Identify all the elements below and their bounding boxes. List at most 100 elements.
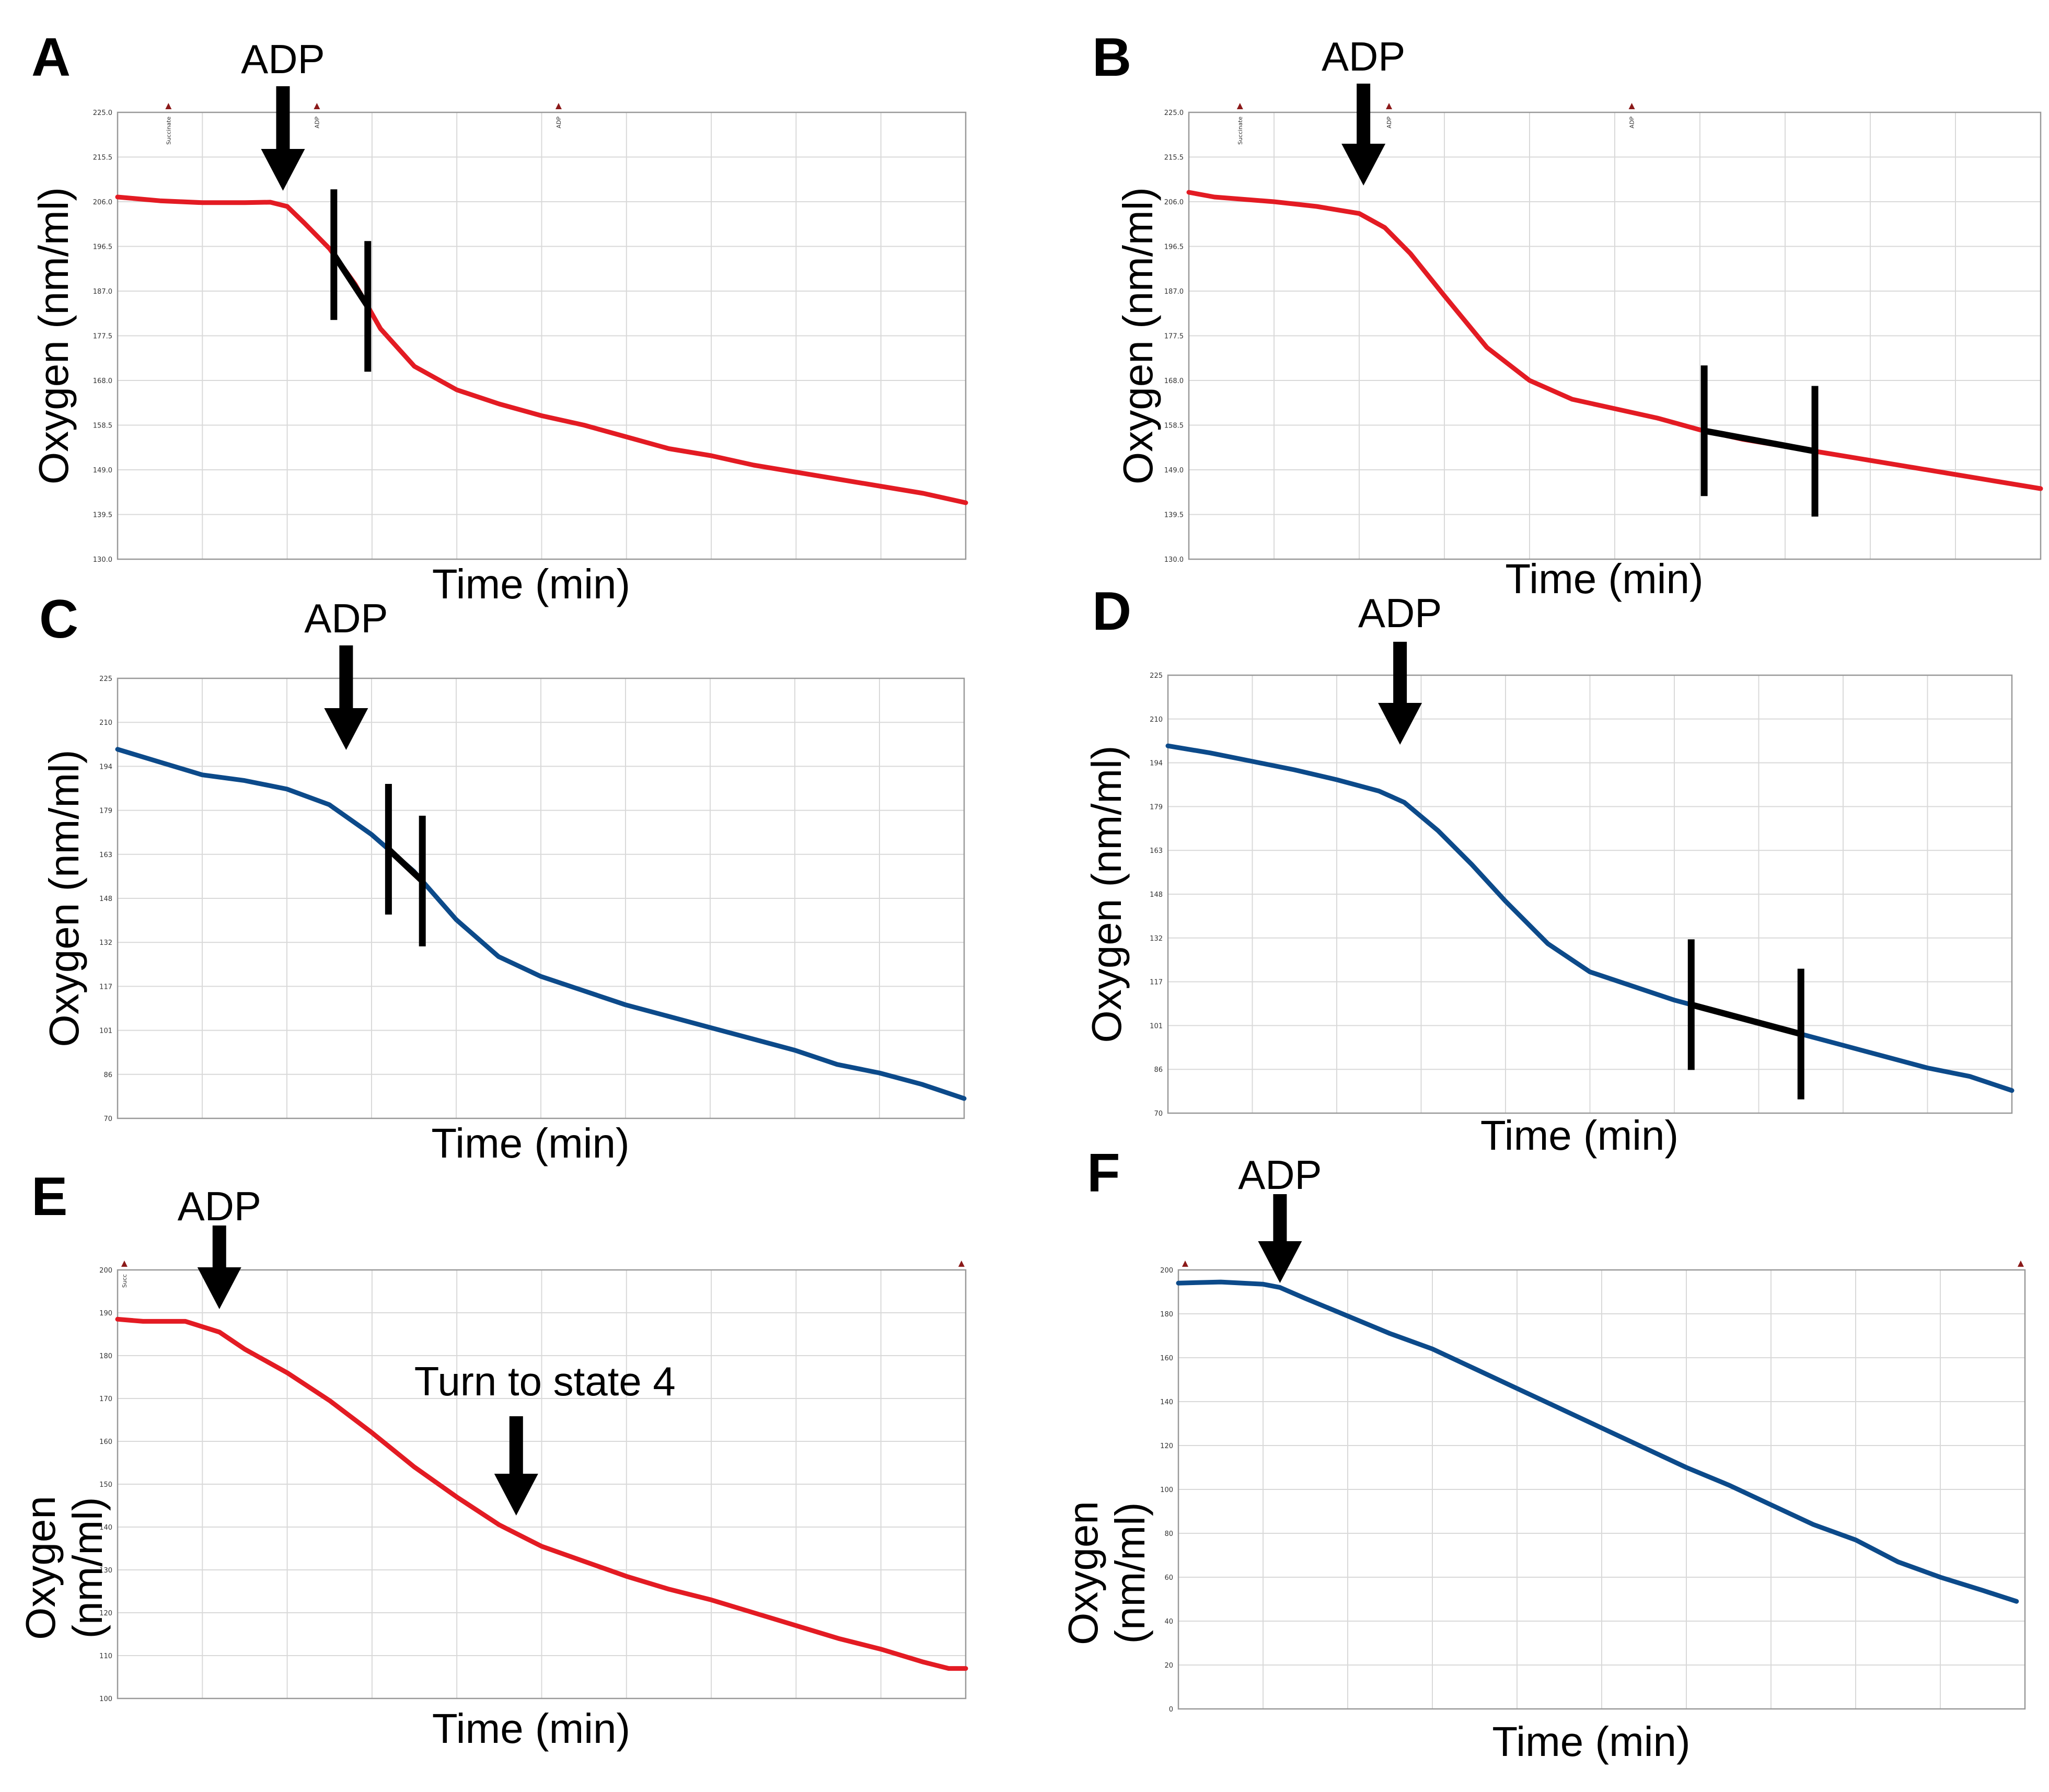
adp-label: ADP: [304, 595, 388, 641]
y-tick-label: 117: [1150, 979, 1163, 987]
y-tick-label: 110: [99, 1652, 112, 1660]
data-point: [1686, 1467, 1687, 1468]
y-tick-label: 170: [99, 1395, 112, 1403]
event-marker-icon: [958, 1261, 965, 1267]
plot-grid: [1168, 675, 2012, 1113]
y-tick-label: 130: [99, 1567, 112, 1575]
data-point: [1517, 1388, 1518, 1389]
event-marker-icon: [1182, 1261, 1188, 1267]
data-point: [1547, 943, 1548, 944]
data-point: [202, 774, 203, 776]
x-axis-title: Time (min): [432, 1705, 630, 1752]
y-tick-label: 194: [1150, 760, 1163, 768]
plot-frame: [1167, 674, 2013, 1114]
data-point: [1843, 1045, 1844, 1046]
data-point: [1390, 1333, 1391, 1334]
y-tick-label: 150: [99, 1481, 112, 1489]
data-point: [1316, 206, 1317, 207]
y-tick-label: 0: [1169, 1706, 1173, 1714]
y-tick-label: 206.0: [1164, 199, 1184, 206]
y-tick-label: 215.5: [1164, 154, 1184, 162]
y-tick-label: 20: [1164, 1662, 1173, 1670]
data-point: [1178, 1282, 1179, 1284]
data-point: [668, 448, 669, 449]
y-tick-label: 132: [99, 939, 112, 947]
plot-grid: [118, 1270, 966, 1698]
data-point: [838, 479, 839, 480]
y-tick-label: 225.0: [1164, 109, 1184, 117]
y-tick-label: 168.0: [93, 377, 112, 385]
y-tick-label: 160: [1160, 1355, 1173, 1362]
panel-a: 130.0 139.5 149.0 158.5 168.0 177.5 187.0 196.5…: [30, 27, 968, 607]
y-tick-label: 225: [1150, 672, 1163, 680]
event-marker-label: Succ: [121, 1274, 128, 1288]
adp-label: ADP: [1358, 590, 1442, 636]
y-tick-label: 158.5: [1164, 422, 1184, 430]
plot-frame: [1188, 111, 2042, 560]
x-axis-title: Time (min): [1492, 1718, 1690, 1765]
y-tick-label: 180: [99, 1352, 112, 1360]
data-point: [202, 202, 203, 203]
y-tick-label: 168.0: [1164, 377, 1184, 385]
y-tick-label: 177.5: [93, 333, 112, 341]
plot-grid: [118, 112, 966, 559]
svg-text:Oxygen(nm/ml): Oxygen(nm/ml): [1060, 1501, 1153, 1645]
oxygen-trace: [1165, 743, 2015, 1093]
y-axis-title: Oxygen (nm/ml): [1083, 746, 1130, 1043]
data-point: [1870, 460, 1871, 461]
x-axis-title: Time (min): [1480, 1112, 1678, 1159]
data-point: [710, 1027, 711, 1028]
y-tick-label: 70: [103, 1115, 112, 1123]
data-point: [1305, 1298, 1306, 1299]
y-axis-title-line: (nm/ml): [64, 1497, 111, 1638]
y-tick-label: 160: [99, 1438, 112, 1446]
data-point: [1657, 418, 1658, 419]
y-tick-label: 120: [99, 1610, 112, 1617]
y-tick-label: 187.0: [1164, 288, 1184, 296]
y-tick-label: 139.5: [1164, 512, 1184, 519]
data-point: [583, 990, 584, 991]
adp-arrow-icon: [261, 86, 305, 191]
panel-letter: A: [31, 27, 71, 88]
panel-f: 0 20 40 60 80 100 120 140 160 180 200 ADP F Oxygen(nm…: [1060, 1143, 2026, 1765]
state4-label: Turn to state 4: [414, 1358, 676, 1404]
y-tick-label: 210: [1150, 716, 1163, 724]
y-tick-label: 86: [1154, 1066, 1163, 1074]
plot-frame: [117, 677, 965, 1119]
y-tick-label: 163: [99, 851, 112, 859]
adp-arrow-icon: [197, 1226, 241, 1309]
event-marker-icon: [1628, 103, 1635, 109]
y-tick-label: 180: [1160, 1311, 1173, 1319]
panel-letter: D: [1092, 581, 1131, 642]
y-tick-label: 101: [99, 1027, 112, 1035]
data-point: [1404, 802, 1405, 803]
panel-d: 70 86 101 117 132 148 163 179 194 210 225 ADP D Oxyge…: [1083, 581, 2015, 1159]
event-marker-label: ADP: [314, 117, 320, 129]
rate-segment: [1690, 1001, 1802, 1037]
y-tick-label: 130.0: [93, 556, 112, 564]
data-point: [2016, 1601, 2017, 1602]
y-tick-label: 194: [99, 763, 112, 771]
adp-label: ADP: [178, 1183, 261, 1229]
data-point: [456, 919, 457, 920]
y-axis-title: Oxygen (nm/ml): [41, 750, 87, 1047]
y-tick-label: 196.5: [93, 244, 112, 251]
y-tick-label: 130.0: [1164, 556, 1184, 564]
oxygen-trace: [115, 194, 968, 505]
plot-frame: [117, 1269, 967, 1699]
data-point: [1384, 227, 1385, 228]
y-tick-label: 139.5: [93, 512, 112, 519]
x-axis-title: Time (min): [432, 561, 630, 607]
adp-label: ADP: [1238, 1152, 1322, 1198]
y-tick-label: 60: [1164, 1574, 1173, 1582]
plot-frame: [117, 111, 967, 560]
event-marker-icon: [555, 103, 562, 109]
y-tick-label: 40: [1164, 1618, 1173, 1626]
y-tick-label: 100: [99, 1695, 112, 1703]
y-tick-label: 187.0: [93, 288, 112, 296]
plot-frame: [1177, 1269, 2026, 1710]
y-tick-label: 163: [1150, 847, 1163, 855]
event-marker-icon: [2017, 1261, 2024, 1267]
event-marker-icon: [314, 103, 320, 109]
adp-arrow-icon: [1341, 84, 1386, 186]
